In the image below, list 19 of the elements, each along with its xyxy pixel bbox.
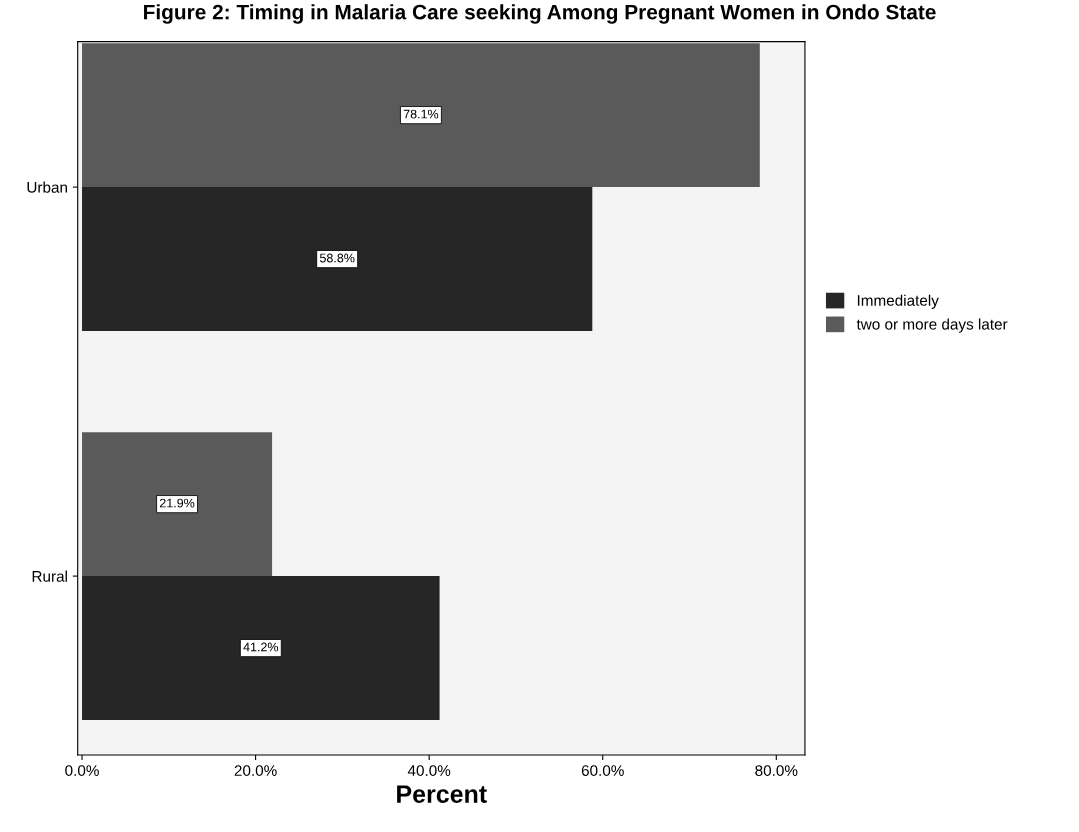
- legend-label: two or more days later: [856, 318, 1008, 333]
- bar: [82, 187, 593, 332]
- y-tick-label: Urban: [27, 181, 67, 193]
- chart-title: Figure 2: Timing in Malaria Care seeking Among Pregnant Women in Ondo State: [144, 4, 936, 24]
- x-tick-label: 80.0%: [755, 765, 798, 776]
- data-label: 21.9%: [159, 498, 195, 508]
- data-label: 58.8%: [319, 253, 355, 263]
- x-tick-label: 20.0%: [234, 765, 277, 776]
- y-tick-label: Rural: [32, 570, 67, 582]
- data-label: 41.2%: [243, 642, 279, 652]
- x-tick-label: 0.0%: [65, 765, 99, 776]
- legend-label: Immediately: [857, 294, 939, 309]
- x-axis-title: Percent: [397, 785, 487, 803]
- bar: [82, 576, 440, 721]
- bar: [82, 43, 760, 188]
- bar: [82, 432, 273, 577]
- x-tick-label: 40.0%: [407, 765, 451, 776]
- x-tick-label: 60.0%: [581, 765, 624, 776]
- data-label: 78.1%: [403, 109, 439, 119]
